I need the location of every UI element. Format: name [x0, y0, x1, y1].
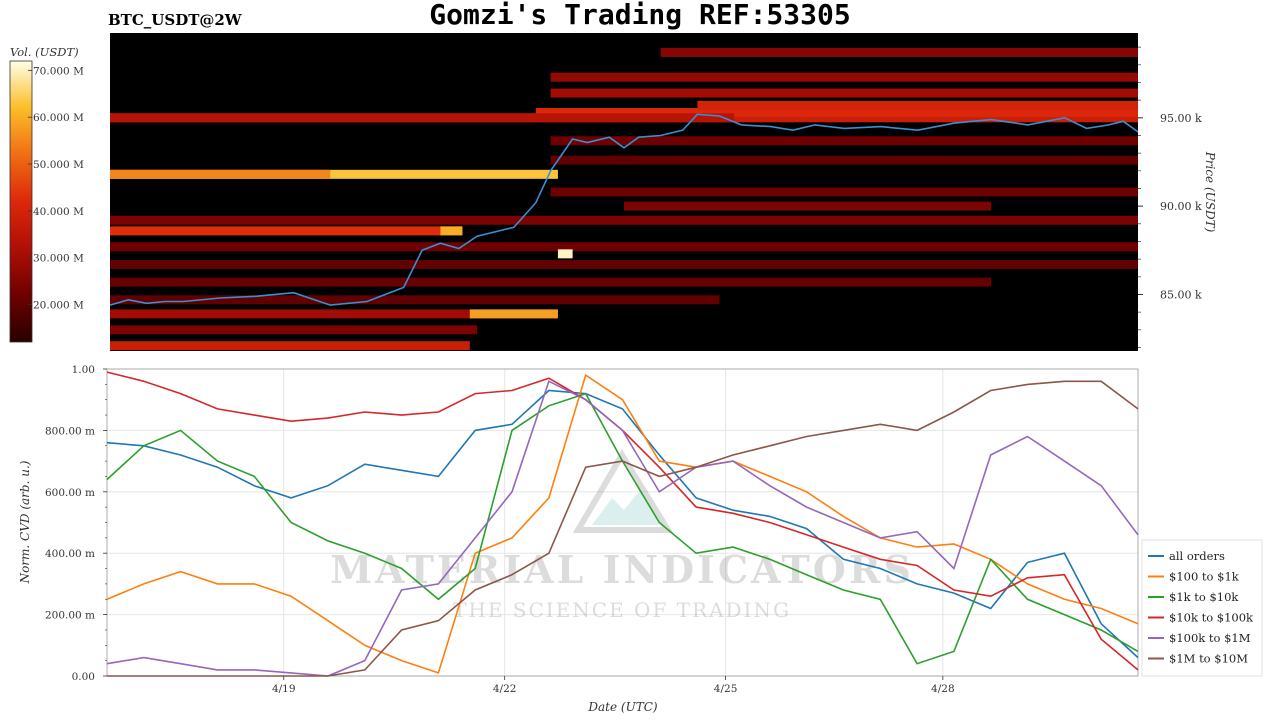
date-tick-label: 4/28	[931, 683, 955, 695]
legend-label: $100 to $1k	[1169, 570, 1240, 584]
watermark-title: MATERIAL INDICATORS	[330, 547, 914, 592]
series-line-4	[106, 380, 1139, 677]
price-tick-label: 95.00 k	[1160, 112, 1202, 125]
date-axis-label: Date (UTC)	[587, 700, 657, 714]
legend: all orders $100 to $1k $1k to $10k $10k to …	[1141, 539, 1263, 677]
heatmap-band	[550, 72, 1138, 82]
date-tick-label: 4/22	[493, 683, 517, 695]
heatmap-band	[110, 277, 992, 287]
legend-label: $1k to $10k	[1169, 590, 1239, 604]
heatmap-band	[110, 309, 558, 319]
price-tick-label: 90.00 k	[1160, 200, 1202, 213]
heatmap-band	[469, 309, 558, 319]
legend-label: $100k to $1M	[1169, 631, 1251, 645]
heatmap-band	[110, 341, 470, 351]
colorbar-tick-label: 40.000 M	[33, 206, 84, 218]
page-title: Gomzi's Trading REF:53305	[429, 0, 851, 31]
cvd-axis-label: Norm. CVD (arb. u.)	[18, 460, 32, 584]
watermark: MATERIAL INDICATORS THE SCIENCE OF TRADIN…	[330, 449, 914, 622]
heatmap-band	[440, 226, 463, 236]
cvd-tick-label: 600.00 m	[45, 487, 95, 499]
heatmap-band	[550, 155, 1138, 165]
colorbar-tick-label: 30.000 M	[33, 253, 84, 265]
heatmap-band	[550, 187, 1138, 197]
heatmap-band	[110, 169, 558, 179]
heatmap-band	[110, 169, 331, 179]
legend-box	[1141, 539, 1263, 677]
heatmap-band	[110, 325, 478, 335]
price-axis-label: Price (USDT)	[1203, 151, 1217, 233]
heatmap-band	[110, 113, 735, 123]
cvd-tick-label: 800.00 m	[45, 425, 95, 437]
heatmap-band	[110, 215, 1138, 225]
heatmap-band	[110, 226, 463, 236]
heatmap-band	[550, 88, 1138, 98]
date-tick-label: 4/25	[714, 683, 738, 695]
cvd-tick-label: 400.00 m	[45, 548, 95, 560]
series-line-0	[106, 389, 1139, 659]
legend-label: $1M to $10M	[1169, 652, 1248, 666]
date-tick-label: 4/19	[272, 683, 296, 695]
colorbar-tick-label: 20.000 M	[33, 300, 84, 312]
heatmap-band	[557, 249, 573, 259]
watermark-logo-icon	[572, 449, 674, 533]
colorbar-tick-label: 60.000 M	[33, 112, 84, 124]
heatmap-band	[110, 259, 1138, 269]
pair-label: BTC_USDT@2W	[108, 11, 242, 29]
watermark-mountain-icon	[592, 490, 660, 525]
cvd-tick-label: 200.00 m	[45, 610, 95, 622]
price-tick-label: 85.00 k	[1160, 288, 1202, 301]
legend-label: all orders	[1169, 549, 1225, 563]
series-line-5	[107, 380, 1139, 677]
heatmap-band	[697, 100, 1138, 110]
legend-label: $10k to $100k	[1169, 611, 1254, 625]
cvd-tick-label: 0.00	[72, 671, 95, 683]
colorbar	[9, 60, 33, 343]
colorbar-tick-label: 50.000 M	[33, 159, 84, 171]
cvd-tick-label: 1.00	[72, 364, 95, 376]
colorbar-tick-label: 70.000 M	[33, 65, 84, 77]
price-line	[110, 113, 1138, 306]
heatmap-band	[550, 136, 1138, 146]
heatmap-band	[110, 242, 1138, 252]
series-line-1	[106, 373, 1139, 674]
colorbar-label: Vol. (USDT)	[10, 45, 79, 59]
heatmap-band	[660, 47, 1138, 57]
heatmap-bands	[110, 47, 1138, 351]
watermark-subtitle: THE SCIENCE OF TRADING	[453, 598, 791, 622]
heatmap-band	[535, 108, 1138, 117]
heatmap-band	[624, 201, 992, 211]
heatmap-band	[110, 295, 720, 305]
